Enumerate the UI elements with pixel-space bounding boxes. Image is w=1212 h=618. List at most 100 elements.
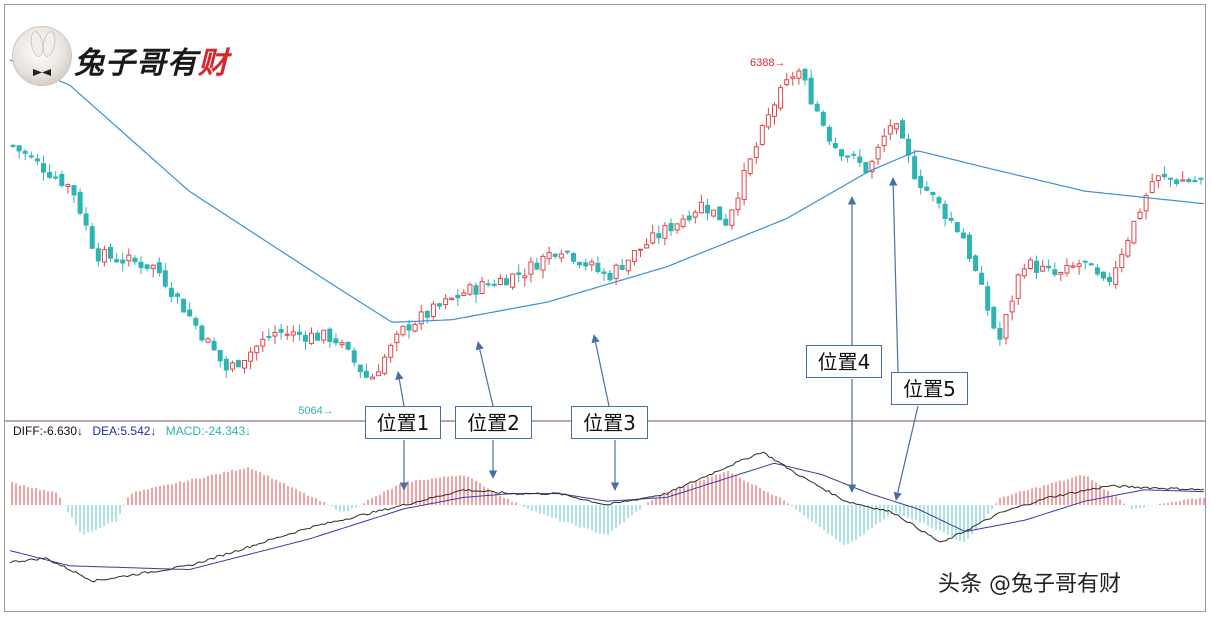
candle-down [199,325,205,341]
candle-down [223,358,229,371]
candle-down [120,259,126,264]
candle-down [826,126,832,142]
bow-tie-icon [33,69,51,76]
candle-down [296,331,302,335]
candle-up [65,184,71,188]
candle-down [108,247,113,259]
candle-down [132,257,138,263]
candle-down [345,341,351,350]
candle-up [412,324,418,332]
candle-up [1076,263,1082,267]
candle-up [1064,265,1070,274]
candle-down [960,232,966,239]
candle-down [656,233,662,239]
candle-down [455,294,461,299]
candle-down [814,103,820,112]
candle-down [235,359,241,368]
candle-down [168,287,174,297]
candle-up [388,344,394,358]
candle-down [1046,265,1052,269]
candle-up [321,329,327,341]
candle-down [948,217,954,221]
candle-up [205,338,211,343]
candle-up [613,264,619,280]
candle-down [144,264,150,269]
candle-up [1009,300,1015,313]
candle-down [552,253,558,257]
candle-down [979,272,985,285]
watermark: 头条 @兔子哥有财 [938,572,1121,597]
candle-up [1119,253,1125,268]
callout-position-2: 位置2 [455,406,532,439]
candle-up [382,356,388,374]
candle-up [467,284,473,295]
candle-down [1034,260,1039,274]
candle-down [89,226,95,249]
candle-up [1058,272,1064,275]
candle-down [686,215,692,221]
candle-up [735,197,741,211]
candle-up [790,76,796,79]
candle-down [28,155,34,158]
candle-up [778,87,784,109]
candle-down [175,293,180,297]
callout-position-1: 位置1 [365,406,441,439]
candle-down [967,234,972,259]
candle-up [881,135,887,147]
candle-up [1027,259,1033,269]
brand-title-last: 财 [198,46,229,81]
candle-down [363,370,369,378]
candle-down [71,185,77,196]
candle-up [711,209,717,217]
candle-up [400,325,406,336]
candle-down [619,265,625,270]
candle-up [394,333,400,344]
candle-down [900,120,905,139]
candle-down [601,271,607,274]
candle-up [430,303,436,318]
candle-up [1113,267,1119,285]
candle-up [680,218,686,227]
candle-up [418,311,424,325]
candle-up [522,275,528,279]
candle-down [942,203,948,220]
candle-down [857,156,863,163]
candle-up [1149,181,1155,194]
callout-arrow [893,405,919,501]
candle-down [491,283,497,286]
candle-down [41,163,46,173]
candle-down [912,156,918,180]
candle-down [1101,271,1106,279]
callout-arrow [888,177,899,373]
chart-frame [4,4,1206,612]
ma-line [9,59,1205,323]
candle-down [211,340,217,351]
candle-up [650,232,656,244]
candle-up [692,211,698,218]
candle-down [717,206,723,221]
candle-down [851,153,857,156]
candle-down [327,328,333,343]
candle-down [991,306,997,329]
candle-down [77,191,83,214]
candle-down [315,332,321,341]
legend-macd: MACD:-24.343↓ [165,424,252,438]
candle-up [875,146,881,160]
candle-down [1186,179,1192,183]
candle-up [729,209,735,226]
candle-down [985,286,991,311]
candle-down [357,364,363,373]
candle-down [564,250,570,253]
candle-up [753,146,759,158]
candle-down [924,186,930,191]
candle-up [290,331,296,336]
candle-down [516,272,522,275]
candle-up [479,281,485,295]
candle-up [1003,314,1009,339]
candle-down [802,68,808,81]
legend-diff: DIFF:-6.630↓ [13,424,84,438]
diff-line [9,451,1205,583]
candle-down [845,155,851,158]
candle-down [534,262,540,270]
